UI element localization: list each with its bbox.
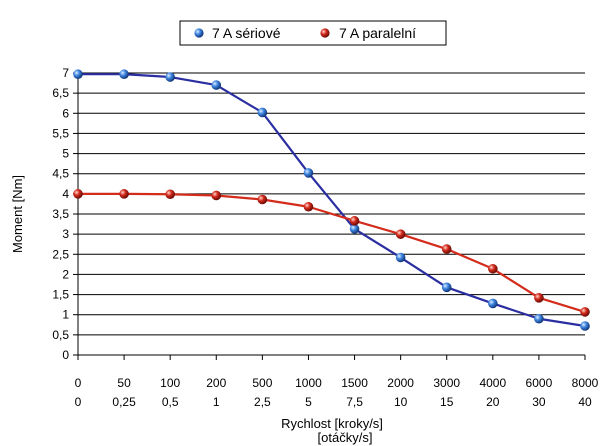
x-tick-label-secondary: 10 <box>394 395 408 409</box>
y-tick-label: 3 <box>62 227 69 241</box>
x-tick-label: 0 <box>75 376 82 390</box>
y-tick-label: 0,5 <box>52 328 69 342</box>
axes <box>73 72 586 360</box>
series-line-seriove <box>78 73 586 328</box>
data-point-paralelni <box>211 190 222 201</box>
x-tick-label: 1000 <box>295 376 322 390</box>
x-tick-label-secondary: 0,5 <box>162 395 179 409</box>
data-point-paralelni <box>165 189 175 200</box>
x-tick-label: 2000 <box>387 376 414 390</box>
data-point-paralelni <box>395 229 406 239</box>
x-tick-labels: 00500,251000,520015002,51000515007,52000… <box>75 376 599 409</box>
series-line-paralelni <box>78 192 586 313</box>
x-tick-label-secondary: 30 <box>532 395 546 409</box>
x-tick-label-secondary: 15 <box>440 395 454 409</box>
x-tick-label-secondary: 0,25 <box>112 395 136 409</box>
y-tick-label: 5,5 <box>52 126 69 140</box>
data-point-seriove <box>488 298 498 309</box>
y-tick-label: 5 <box>62 147 69 161</box>
data-point-seriove <box>257 107 268 118</box>
x-tick-label-secondary: 0 <box>75 395 82 409</box>
x-tick-label: 8000 <box>572 376 599 390</box>
legend: 7 A sériové 7 A paralelní <box>179 20 447 46</box>
data-point-paralelni <box>257 194 268 205</box>
legend-marker-seriove <box>194 28 204 38</box>
data-point-seriove <box>441 282 452 293</box>
data-point-paralelni <box>119 189 129 199</box>
y-tick-label: 1,5 <box>52 288 69 302</box>
data-point-paralelni <box>441 244 452 254</box>
x-tick-label-secondary: 1 <box>213 395 220 409</box>
y-tick-label: 3,5 <box>52 207 69 221</box>
y-axis-title: Moment [Nm] <box>10 175 25 253</box>
x-tick-label-secondary: 2,5 <box>254 395 271 409</box>
legend-marker-paralelni <box>320 28 330 38</box>
legend-label-paralelni: 7 A paralelní <box>339 25 416 41</box>
data-point-seriove <box>73 69 83 80</box>
series-layer <box>73 69 590 331</box>
x-tick-label: 100 <box>160 376 180 390</box>
x-tick-label: 1500 <box>341 376 368 390</box>
y-tick-label: 0 <box>62 348 69 362</box>
x-tick-label: 4000 <box>479 376 506 390</box>
x-tick-label-secondary: 40 <box>578 395 592 409</box>
x-tick-label-secondary: 7,5 <box>346 395 363 409</box>
data-point-seriove <box>534 313 544 324</box>
x-axis-title: Rychlost [kroky/s] <box>281 416 383 431</box>
data-point-seriove <box>395 252 406 263</box>
x-axis-title-secondary: [otáčky/s] <box>318 430 373 445</box>
data-point-paralelni <box>349 216 360 226</box>
y-tick-label: 2 <box>62 267 69 281</box>
data-point-paralelni <box>73 189 83 199</box>
data-point-seriove <box>349 224 360 234</box>
y-tick-label: 4,5 <box>52 167 69 181</box>
x-tick-label: 50 <box>117 376 131 390</box>
x-tick-label: 500 <box>252 376 272 390</box>
legend-label-seriove: 7 A sériové <box>212 25 281 41</box>
data-point-seriove <box>211 80 222 90</box>
x-tick-label: 200 <box>206 376 226 390</box>
data-point-paralelni <box>534 292 544 303</box>
legend-box <box>179 20 447 46</box>
data-point-seriove <box>303 168 314 178</box>
y-tick-label: 1 <box>62 308 69 322</box>
x-tick-label: 6000 <box>526 376 553 390</box>
data-point-paralelni <box>488 263 498 274</box>
y-tick-label: 7 <box>62 66 69 80</box>
data-point-paralelni <box>303 201 314 212</box>
data-point-seriove <box>165 72 175 82</box>
y-tick-label: 6,5 <box>52 86 69 100</box>
x-tick-label: 3000 <box>433 376 460 390</box>
data-point-paralelni <box>580 307 590 317</box>
x-tick-label-secondary: 20 <box>486 395 500 409</box>
data-point-seriove <box>580 321 590 331</box>
y-tick-labels: 0 0,5 1 1,5 2 2,5 3 3,5 4 4,5 5 5,5 6 6,5 7 <box>52 66 69 362</box>
y-tick-label: 6 <box>62 106 69 120</box>
x-tick-label-secondary: 5 <box>305 395 312 409</box>
data-point-seriove <box>119 69 129 80</box>
y-tick-label: 4 <box>62 187 69 201</box>
y-tick-label: 2,5 <box>52 247 69 261</box>
